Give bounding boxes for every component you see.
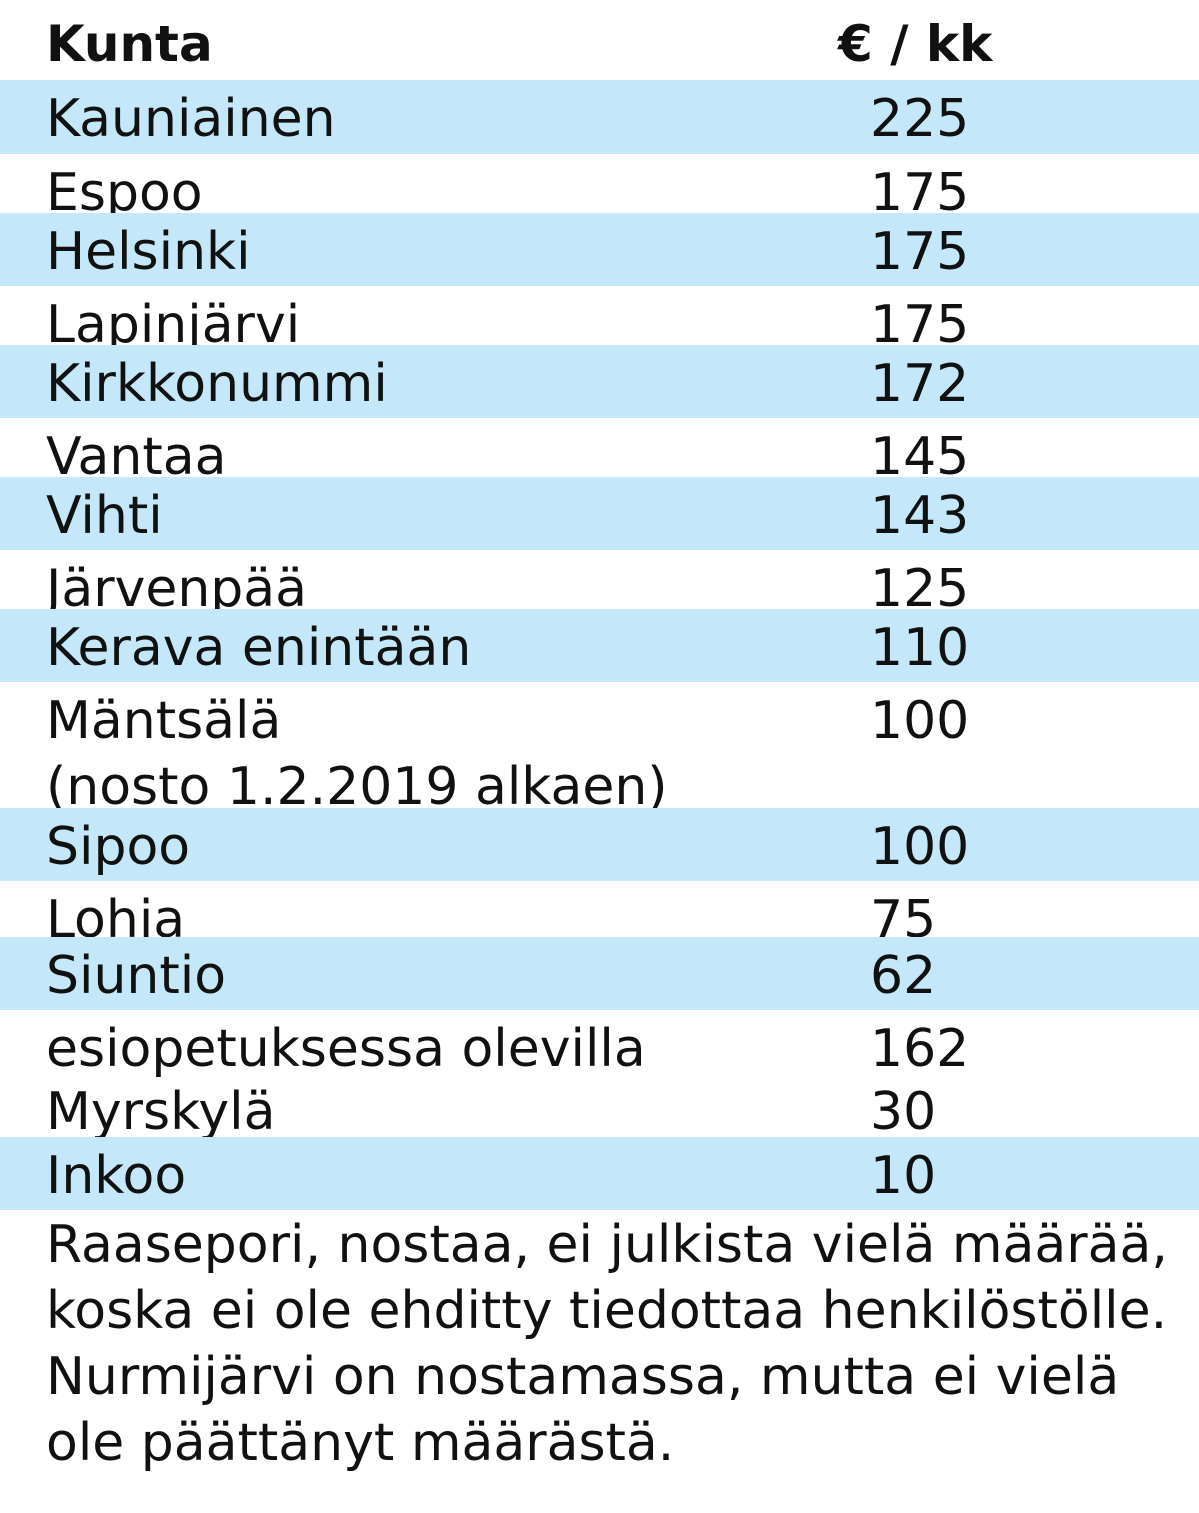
table-row: Myrskylä 30 xyxy=(0,1073,1199,1142)
row-price: 172 xyxy=(870,354,970,414)
row-municipality: esiopetuksessa olevilla xyxy=(46,1019,646,1079)
table-header: Kunta € / kk xyxy=(0,0,1199,80)
table-row: Lohja 75 xyxy=(0,881,1199,950)
row-municipality: Kirkkonummi xyxy=(46,354,388,414)
row-price: 110 xyxy=(870,618,970,678)
footnotes: Raasepori, nostaa, ei julkista vielä mää… xyxy=(46,1212,1186,1476)
row-price: 100 xyxy=(870,691,970,751)
table-row: Mäntsälä (nosto 1.2.2019 alkaen) 100 xyxy=(0,682,1199,817)
table-body: Kauniainen 225 Espoo 175 Helsinki 175 Lapinjär… xyxy=(0,80,1199,1210)
row-municipality: Kauniainen xyxy=(46,89,336,149)
header-price: € / kk xyxy=(838,15,993,73)
table-row: Sipoo 100 xyxy=(0,808,1199,881)
table-row: esiopetuksessa olevilla 162 xyxy=(0,1010,1199,1079)
header-kunta: Kunta xyxy=(46,15,213,73)
row-municipality-note: (nosto 1.2.2019 alkaen) xyxy=(46,757,668,817)
table-row: Järvenpää 125 xyxy=(0,550,1199,619)
row-municipality: Helsinki xyxy=(46,222,251,282)
table-row: Helsinki 175 xyxy=(0,213,1199,286)
footnote-nurmijarvi: Nurmijärvi on nostamassa, mutta ei vielä… xyxy=(46,1347,1120,1473)
row-price: 62 xyxy=(870,946,937,1006)
row-price: 100 xyxy=(870,817,970,877)
footnote-raasepori: Raasepori, nostaa, ei julkista vielä mää… xyxy=(46,1215,1168,1341)
row-municipality: Siuntio xyxy=(46,946,227,1006)
table-row: Espoo 175 xyxy=(0,154,1199,223)
table-row: Siuntio 62 xyxy=(0,937,1199,1010)
row-municipality: Kerava enintään xyxy=(46,618,472,678)
table-row: Vantaa 145 xyxy=(0,418,1199,487)
row-price: 30 xyxy=(870,1082,937,1142)
row-municipality: Inkoo xyxy=(46,1146,187,1206)
row-municipality: Vihti xyxy=(46,486,163,546)
row-municipality: Mäntsälä xyxy=(46,691,282,751)
row-price: 175 xyxy=(870,222,970,282)
row-municipality: Sipoo xyxy=(46,817,191,877)
row-price: 10 xyxy=(870,1146,937,1206)
table-row: Kirkkonummi 172 xyxy=(0,345,1199,418)
table-row: Inkoo 10 xyxy=(0,1137,1199,1210)
row-price: 143 xyxy=(870,486,970,546)
row-price: 162 xyxy=(870,1019,970,1079)
table-row: Lapinjärvi 175 xyxy=(0,286,1199,355)
price-table: Kunta € / kk Kauniainen 225 Espoo 175 Helsin… xyxy=(0,0,1199,1210)
table-row: Vihti 143 xyxy=(0,477,1199,550)
table-row: Kauniainen 225 xyxy=(0,80,1199,154)
row-municipality: Myrskylä xyxy=(46,1082,276,1142)
table-row: Kerava enintään 110 xyxy=(0,609,1199,682)
row-price: 225 xyxy=(870,89,970,149)
